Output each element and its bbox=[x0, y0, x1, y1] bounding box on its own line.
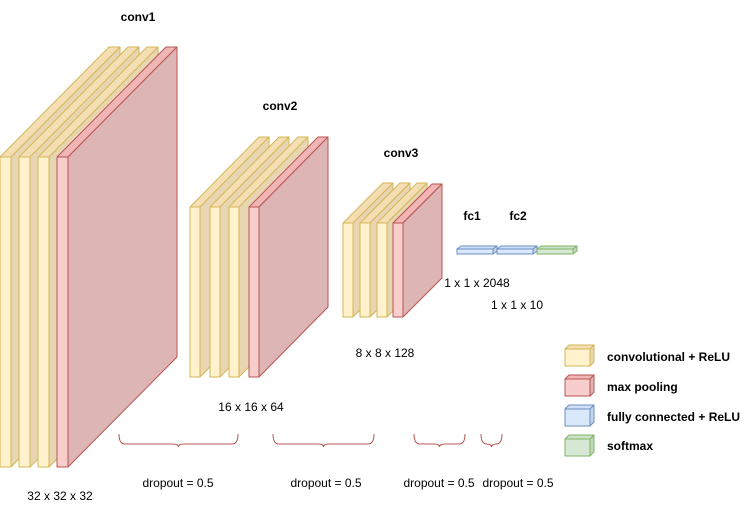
dropout-label-1: dropout = 0.5 bbox=[142, 476, 213, 490]
conv2-dims: 16 x 16 x 64 bbox=[218, 400, 284, 414]
dropout-brace-2 bbox=[272, 433, 375, 448]
legend-swatch-conv-relu-front bbox=[564, 348, 591, 367]
conv2-label: conv2 bbox=[263, 99, 298, 113]
conv3-dims: 8 x 8 x 128 bbox=[356, 346, 415, 360]
legend-label-softmax: softmax bbox=[607, 439, 653, 453]
legend-swatch-fully-connected-side bbox=[589, 404, 595, 427]
conv1-pool-slab bbox=[56, 46, 178, 468]
conv1-pool-slab-front bbox=[56, 156, 69, 468]
legend-swatch-fully-connected-front bbox=[564, 408, 591, 427]
legend-swatch-softmax bbox=[564, 434, 595, 457]
conv3-conv-slab-3-front bbox=[376, 222, 388, 318]
conv3-label: conv3 bbox=[384, 146, 419, 160]
legend-swatches bbox=[564, 344, 595, 457]
legend-swatch-softmax-top bbox=[564, 434, 595, 440]
conv2-conv-slab-2-front bbox=[209, 206, 221, 378]
legend-swatch-fully-connected bbox=[564, 404, 595, 427]
conv1-conv-slab-3-front bbox=[37, 156, 50, 468]
conv2-pool-slab bbox=[248, 136, 329, 378]
legend-label-fully-connected: fully connected + ReLU bbox=[607, 410, 740, 424]
legend-swatch-conv-relu-side bbox=[589, 344, 595, 367]
conv3-conv-slab-2-front bbox=[359, 222, 371, 318]
legend-swatch-max-pooling-side bbox=[589, 374, 595, 397]
dropout-label-3: dropout = 0.5 bbox=[403, 476, 474, 490]
fc2-label: fc2 bbox=[509, 209, 527, 223]
dropout-label-2: dropout = 0.5 bbox=[290, 476, 361, 490]
fc2-dims: 1 x 1 x 10 bbox=[491, 298, 543, 312]
fc1-block bbox=[456, 245, 498, 255]
legend-label-max-pooling: max pooling bbox=[607, 380, 678, 394]
legend-swatch-softmax-side bbox=[589, 434, 595, 457]
conv3-pool-slab bbox=[392, 183, 443, 318]
legend-swatch-max-pooling-front bbox=[564, 378, 591, 397]
conv1-conv-slab-1-front bbox=[0, 156, 12, 468]
conv2-conv-slab-3-front bbox=[228, 206, 240, 378]
conv1-label: conv1 bbox=[121, 10, 156, 24]
legend-label-conv-relu: convolutional + ReLU bbox=[607, 350, 730, 364]
dropout-brace-4 bbox=[480, 433, 503, 448]
dropout-label-4: dropout = 0.5 bbox=[482, 476, 553, 490]
layer-blocks bbox=[0, 46, 578, 468]
fc1-block-front bbox=[456, 248, 494, 255]
dropout-brace-1 bbox=[118, 433, 239, 448]
legend-swatch-max-pooling bbox=[564, 374, 595, 397]
conv1-conv-slab-2-front bbox=[18, 156, 31, 468]
conv3-pool-slab-front bbox=[392, 222, 404, 318]
fc2-block bbox=[496, 245, 538, 255]
conv2-pool-slab-front bbox=[248, 206, 260, 378]
conv3-conv-slab-1-front bbox=[342, 222, 354, 318]
legend-swatch-conv-relu bbox=[564, 344, 595, 367]
conv1-dims: 32 x 32 x 32 bbox=[27, 489, 93, 503]
legend-swatch-softmax-front bbox=[564, 438, 591, 457]
legend-swatch-fully-connected-top bbox=[564, 404, 595, 410]
legend: convolutional + ReLU max pooling fully c… bbox=[564, 344, 740, 457]
fc1-label: fc1 bbox=[463, 209, 481, 223]
legend-swatch-max-pooling-top bbox=[564, 374, 595, 380]
fc1-dims: 1 x 1 x 2048 bbox=[444, 276, 510, 290]
dropout-braces bbox=[118, 433, 503, 448]
fc2-block-front bbox=[496, 248, 534, 255]
softmax-block bbox=[536, 245, 578, 255]
dropout-brace-3 bbox=[413, 433, 466, 448]
softmax-block-front bbox=[536, 248, 574, 255]
legend-swatch-conv-relu-top bbox=[564, 344, 595, 350]
conv2-conv-slab-1-front bbox=[189, 206, 201, 378]
